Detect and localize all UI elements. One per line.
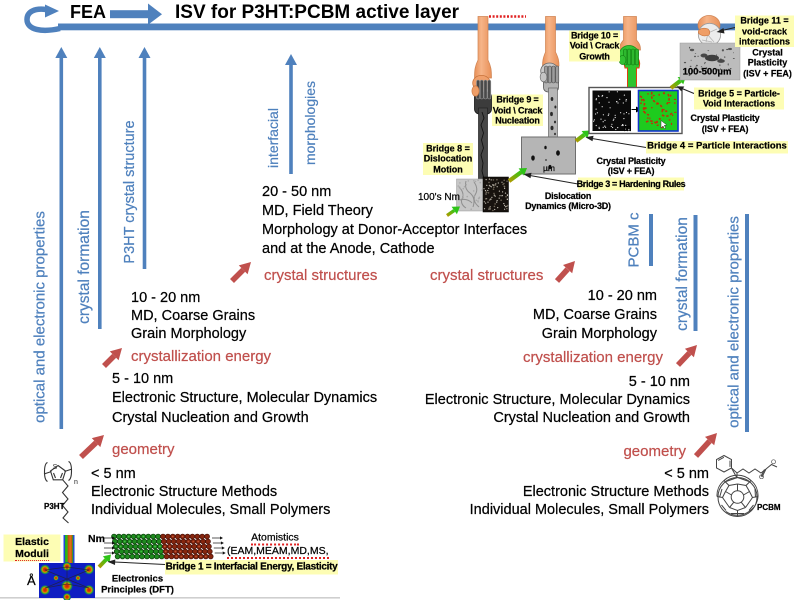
svg-text:O: O [771, 459, 776, 466]
svg-text:O: O [759, 474, 764, 481]
svg-text:n: n [74, 479, 78, 486]
svg-text:S: S [53, 464, 58, 471]
